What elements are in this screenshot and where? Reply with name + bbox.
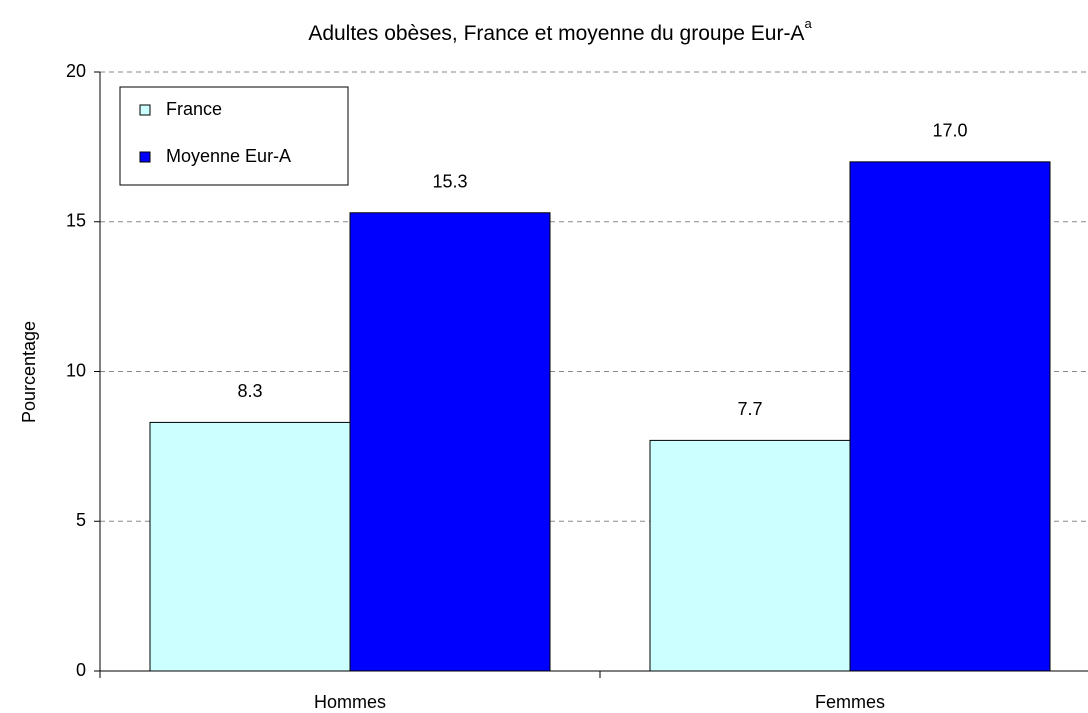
y-tick-label: 10 bbox=[66, 360, 86, 380]
y-axis-label: Pourcentage bbox=[19, 321, 39, 423]
value-label: 7.7 bbox=[737, 399, 762, 419]
y-tick-label: 15 bbox=[66, 211, 86, 231]
bar bbox=[349, 212, 551, 672]
legend-swatch bbox=[139, 151, 151, 163]
value-label: 17.0 bbox=[932, 121, 967, 141]
value-label: 8.3 bbox=[237, 381, 262, 401]
y-tick-label: 20 bbox=[66, 61, 86, 81]
x-tick-label: Hommes bbox=[314, 692, 386, 712]
legend-swatch bbox=[139, 104, 151, 116]
value-label: 15.3 bbox=[432, 172, 467, 192]
bar bbox=[149, 421, 351, 672]
title-note: a bbox=[804, 16, 812, 31]
bar bbox=[849, 161, 1051, 672]
y-tick-label: 0 bbox=[76, 660, 86, 680]
legend-label: France bbox=[166, 99, 222, 119]
title-text: Adultes obèses, France et moyenne du gro… bbox=[308, 22, 804, 45]
legend-box bbox=[119, 86, 349, 186]
y-tick-label: 5 bbox=[76, 510, 86, 530]
bar bbox=[649, 439, 851, 672]
x-tick-label: Femmes bbox=[815, 692, 885, 712]
chart-title: Adultes obèses, France et moyenne du gro… bbox=[308, 16, 812, 44]
legend-label: Moyenne Eur-A bbox=[166, 146, 291, 166]
